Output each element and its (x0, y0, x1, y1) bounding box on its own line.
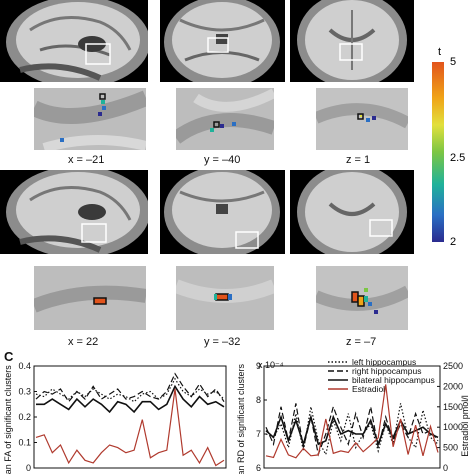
plot-frame-fa (33, 365, 227, 469)
brain-sagittal-b (0, 170, 148, 254)
ytick-fa: 0.3 (18, 387, 31, 397)
legend-label: Estradiol (352, 384, 385, 394)
ylabel-estradiol: Estradiol pmol/l (460, 395, 470, 457)
series-line-rd-2 (265, 413, 439, 448)
ytick-estradiol: 2500 (443, 361, 463, 371)
ylabel-rd: mean RD of significant clusters (236, 363, 246, 474)
series-line-fa-0 (35, 377, 225, 403)
series-line-rd-3 (265, 384, 439, 459)
ytick-rd: 7 (256, 429, 261, 439)
legend-label: left hippocampus (352, 357, 416, 367)
chart-rd: mean RD of significant clusters Estradio… (236, 357, 470, 474)
series-line-fa-2 (36, 384, 225, 414)
brain-coronal-a (160, 0, 285, 82)
ytick-estradiol: 2000 (443, 381, 463, 391)
ytick-fa: 0.2 (18, 412, 31, 422)
brain-axial-a (290, 0, 414, 82)
ytick-estradiol: 1500 (443, 402, 463, 412)
plot-frame-rd (263, 365, 441, 469)
legend-label: bilateral hippocampus (352, 375, 435, 385)
ytick-estradiol: 500 (443, 443, 458, 453)
coord-label-b-y: y = –32 (204, 336, 241, 348)
zoom-axial-b (316, 266, 408, 330)
ytick-estradiol: 0 (443, 463, 448, 473)
ytick-rd: 9 (256, 361, 261, 371)
chart-fa: mean FA of significant clusters 0.4 0.3 0.… (3, 361, 227, 474)
series-line-fa-1 (35, 372, 225, 403)
zoom-coronal-a (176, 88, 274, 150)
ytick-estradiol: 1000 (443, 422, 463, 432)
zoom-sagittal-a (34, 88, 146, 150)
zoom-axial-a (316, 88, 408, 150)
brain-sagittal-a (0, 0, 148, 82)
series-line-fa-3 (35, 388, 225, 467)
colorbar-tick-2: 2 (450, 236, 457, 248)
ylabel-fa: mean FA of significant clusters (3, 365, 13, 474)
ytick-rd: 6 (256, 463, 261, 473)
colorbar-title: t (438, 46, 442, 58)
panel-letter-c: C (4, 349, 14, 364)
ytick-rd: 8 (256, 395, 261, 405)
zoom-coronal-b (176, 266, 274, 330)
colorbar-tick-2-5: 2.5 (450, 152, 466, 164)
coord-label-a-y: y = –40 (204, 154, 241, 166)
series-line-rd-0 (265, 403, 439, 457)
ytick-fa: 0 (26, 463, 31, 473)
coord-label-b-x: x = 22 (68, 336, 99, 348)
rd-exponent: x 10⁻⁴ (258, 360, 284, 370)
ytick-fa: 0.4 (18, 361, 31, 371)
colorbar (432, 62, 444, 242)
ytick-fa: 0.1 (18, 438, 31, 448)
coord-label-a-x: x = –21 (68, 154, 105, 166)
brain-coronal-b (160, 170, 285, 254)
coord-label-b-z: z = –7 (346, 336, 377, 348)
coord-label-a-z: z = 1 (346, 154, 371, 166)
zoom-sagittal-b (34, 266, 146, 330)
legend-label: right hippocampus (352, 366, 421, 376)
brain-axial-b (290, 170, 414, 254)
colorbar-tick-5: 5 (450, 56, 457, 68)
